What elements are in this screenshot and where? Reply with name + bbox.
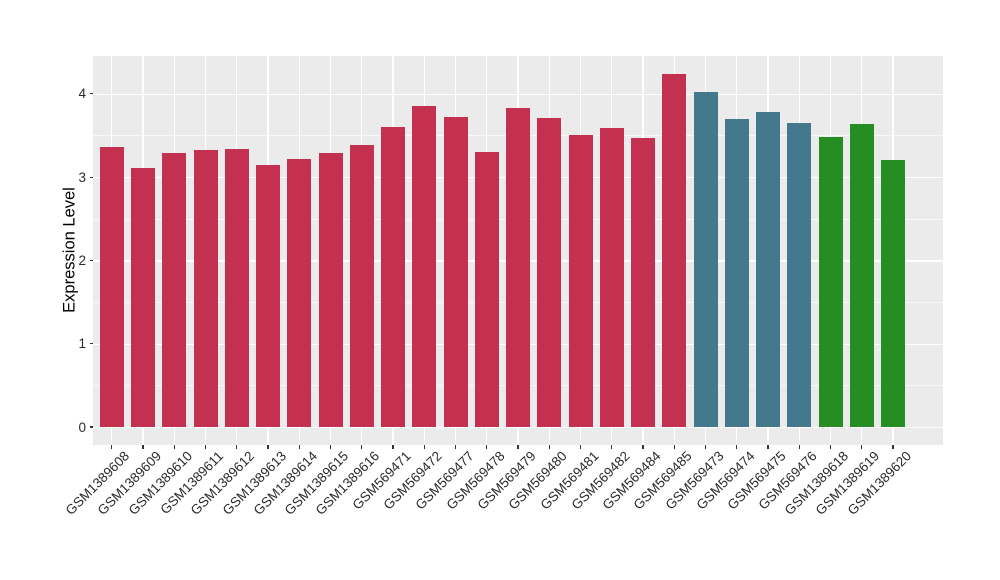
x-tick-mark (173, 445, 175, 449)
bar-GSM569484 (631, 137, 655, 427)
bar-GSM569478 (474, 152, 499, 427)
bar-GSM1389611 (193, 150, 218, 427)
bar-GSM1389619 (849, 123, 874, 427)
x-tick-mark (361, 445, 363, 449)
x-tick-mark (392, 445, 394, 449)
x-tick-mark (142, 445, 144, 449)
bar-GSM569485 (662, 73, 687, 427)
bar-GSM569480 (537, 117, 562, 427)
bar-GSM569472 (412, 106, 437, 427)
bar-GSM1389608 (99, 147, 124, 427)
bar-GSM1389613 (256, 164, 280, 427)
bar-GSM1389614 (287, 158, 312, 427)
bar-GSM1389620 (881, 159, 905, 427)
x-tick-mark (673, 445, 675, 449)
bar-GSM569477 (443, 117, 468, 427)
bar-GSM569475 (756, 112, 780, 427)
x-tick-mark (736, 445, 738, 449)
x-tick-mark (111, 445, 113, 449)
y-tick-mark (89, 93, 93, 95)
horizontal-major-gridline (93, 427, 943, 429)
x-tick-mark (611, 445, 613, 449)
bar-GSM1389609 (131, 167, 155, 427)
y-tick-mark (89, 259, 93, 261)
bar-GSM569476 (787, 122, 812, 427)
y-tick-label: 0 (78, 419, 86, 435)
x-tick-mark (298, 445, 300, 449)
x-tick-mark (829, 445, 832, 449)
x-tick-mark (704, 445, 707, 449)
y-tick-label: 3 (78, 169, 86, 185)
bar-GSM569481 (568, 135, 593, 427)
x-tick-mark (579, 445, 582, 449)
bar-GSM569471 (381, 127, 405, 427)
bar-GSM1389610 (162, 152, 187, 427)
x-tick-mark (204, 445, 207, 449)
y-tick-mark (89, 343, 93, 345)
y-axis-title: Expression Level (60, 187, 79, 313)
bar-GSM569482 (599, 127, 624, 427)
bar-GSM1389615 (318, 152, 343, 427)
x-tick-mark (767, 445, 769, 449)
x-tick-mark (423, 445, 425, 449)
y-tick-label: 4 (78, 86, 86, 102)
x-tick-mark (861, 445, 863, 449)
x-tick-mark (454, 445, 457, 449)
x-tick-mark (329, 445, 332, 449)
bar-GSM569474 (724, 118, 749, 427)
x-tick-mark (642, 445, 644, 449)
bar-GSM569473 (693, 92, 718, 427)
x-tick-mark (548, 445, 550, 449)
bar-GSM1389618 (818, 137, 843, 427)
bar-GSM569479 (506, 107, 530, 427)
y-tick-label: 2 (78, 252, 86, 268)
y-tick-label: 1 (78, 336, 86, 352)
y-tick-mark (89, 176, 93, 178)
y-tick-mark (89, 426, 93, 428)
x-tick-mark (267, 445, 269, 449)
bar-GSM1389616 (349, 144, 374, 427)
x-tick-mark (517, 445, 519, 449)
x-tick-mark (892, 445, 894, 449)
plot-panel (93, 56, 943, 445)
bar-GSM1389612 (224, 148, 249, 427)
x-tick-mark (236, 445, 238, 449)
x-tick-mark (798, 445, 800, 449)
x-tick-mark (486, 445, 488, 449)
horizontal-major-gridline (93, 93, 943, 95)
